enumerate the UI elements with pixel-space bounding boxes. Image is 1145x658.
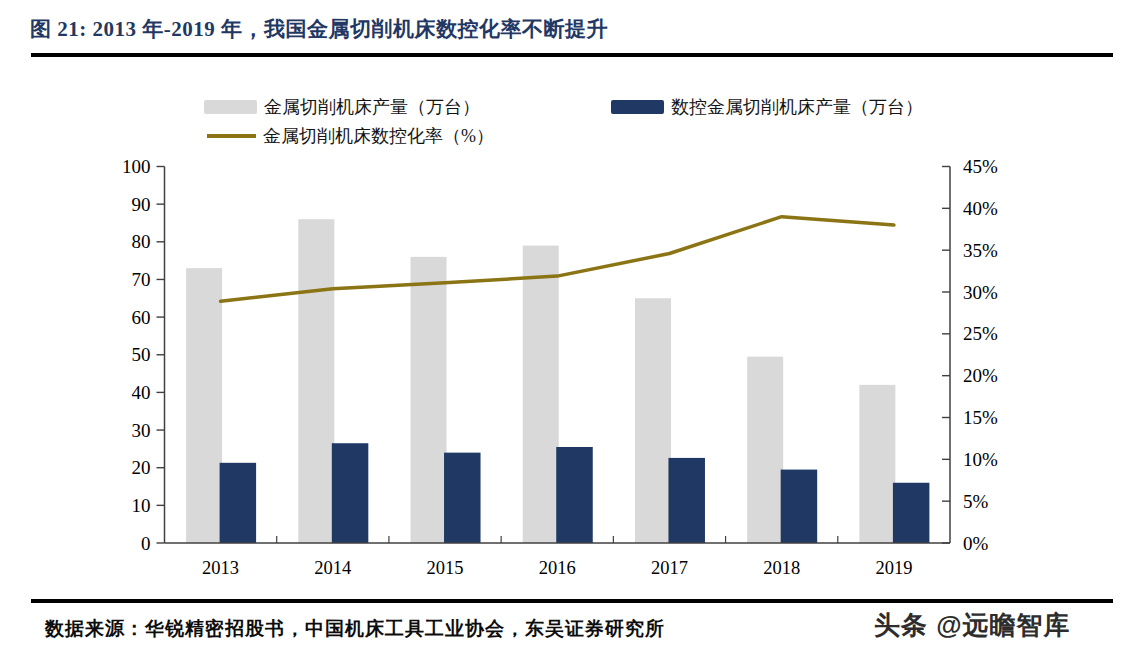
legend-item-cnc-rate: 金属切削机床数控化率（%） <box>207 124 494 148</box>
right-tick-label: 15% <box>963 407 998 428</box>
left-tick-label: 90 <box>132 194 151 215</box>
x-axis-label: 2018 <box>763 558 800 578</box>
left-tick-label: 50 <box>132 344 151 365</box>
right-tick-label: 35% <box>963 240 998 261</box>
x-axis-label: 2016 <box>539 558 576 578</box>
combo-chart: 0 10 20 30 40 50 60 70 80 90 100 0% 5% 10% 15% 20% 25% 30… <box>0 0 1145 658</box>
bar-cnc-output-2017 <box>668 458 705 543</box>
report-figure: 0 10 20 30 40 50 60 70 80 90 100 0% 5% 10% 15% 20% 25% 30… <box>0 0 1145 658</box>
legend-label-cnc-output: 数控金属切削机床产量（万台） <box>671 95 923 119</box>
footer-divider <box>31 599 1113 603</box>
right-tick-label: 40% <box>963 198 998 219</box>
legend-label-cnc-rate: 金属切削机床数控化率（%） <box>263 124 494 148</box>
right-tick-label: 30% <box>963 282 998 303</box>
bar-total-output-2018 <box>747 357 783 543</box>
left-tick-label: 100 <box>122 156 151 177</box>
bar-cnc-output-2018 <box>781 470 818 543</box>
bar-total-output-2016 <box>523 246 559 543</box>
watermark-brand: 头条 <box>874 610 928 640</box>
right-tick-label: 45% <box>963 156 998 177</box>
right-tick-label: 5% <box>963 491 989 512</box>
bar-cnc-output-2016 <box>556 447 593 543</box>
bar-total-output-2013 <box>186 268 222 543</box>
left-tick-label: 30 <box>132 420 151 441</box>
right-tick-label: 25% <box>963 323 998 344</box>
x-axis-label: 2015 <box>427 558 464 578</box>
bar-total-output-2019 <box>859 385 895 543</box>
bar-total-output-2015 <box>411 257 447 543</box>
bar-total-output-2017 <box>635 298 671 543</box>
right-tick-label: 20% <box>963 365 998 386</box>
legend-swatch-line <box>207 134 256 138</box>
left-tick-label: 80 <box>132 231 151 252</box>
legend-swatch-gray <box>204 100 257 114</box>
right-tick-label: 0% <box>963 533 989 554</box>
left-tick-label: 0 <box>141 533 151 554</box>
legend-item-total-output: 金属切削机床产量（万台） <box>204 95 480 119</box>
legend-item-cnc-output: 数控金属切削机床产量（万台） <box>611 95 923 119</box>
watermark: 头条 @远瞻智库 <box>874 608 1071 643</box>
bar-cnc-output-2015 <box>444 453 481 543</box>
left-tick-label: 60 <box>132 307 151 328</box>
x-axis-label: 2019 <box>875 558 912 578</box>
legend-label-total-output: 金属切削机床产量（万台） <box>264 95 480 119</box>
title-divider <box>31 53 1113 57</box>
bar-cnc-output-2013 <box>220 463 257 543</box>
x-axis-label: 2017 <box>651 558 688 578</box>
right-tick-label: 10% <box>963 449 998 470</box>
data-source-note: 数据来源：华锐精密招股书，中国机床工具工业协会，东吴证券研究所 <box>45 616 665 642</box>
left-tick-label: 70 <box>132 269 151 290</box>
bar-cnc-output-2019 <box>893 483 930 543</box>
left-tick-label: 20 <box>132 457 151 478</box>
left-tick-label: 40 <box>132 382 151 403</box>
x-axis-label: 2014 <box>314 558 351 578</box>
watermark-handle: @远瞻智库 <box>936 610 1070 640</box>
bar-total-output-2014 <box>298 219 334 543</box>
bar-cnc-output-2014 <box>332 443 369 543</box>
left-tick-label: 10 <box>132 495 151 516</box>
legend-swatch-navy <box>611 100 664 114</box>
x-axis-label: 2013 <box>202 558 239 578</box>
page-title: 图 21: 2013 年-2019 年，我国金属切削机床数控化率不断提升 <box>30 15 608 43</box>
